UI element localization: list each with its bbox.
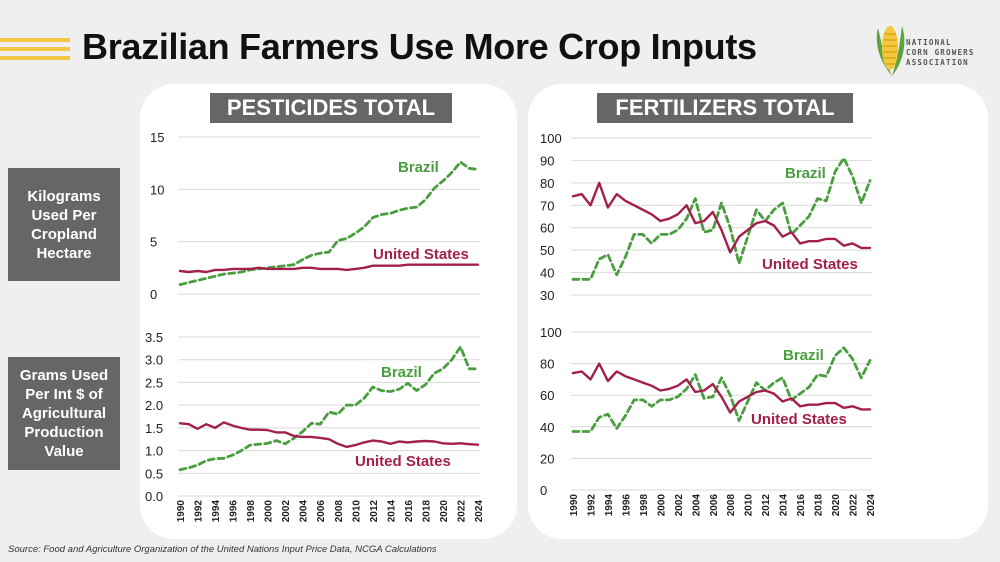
- accent-stripe: [0, 38, 70, 42]
- pest_val-ytick-label: 0.5: [145, 466, 163, 481]
- fert_val-ytick-label: 40: [540, 420, 554, 435]
- pest_val-ytick-label: 1.5: [145, 421, 163, 436]
- fert_val-xtick-label: 1996: [621, 494, 632, 517]
- fertilizers-panel: [528, 84, 988, 539]
- pesticides-panel-title: PESTICIDES TOTAL: [210, 93, 452, 123]
- logo-text: NATIONAL CORN GROWERS ASSOCIATION: [906, 38, 975, 67]
- fert_ha-ytick-label: 60: [540, 221, 554, 236]
- fert_val-xtick-label: 2012: [761, 494, 772, 517]
- pest_val-xtick-label: 2006: [316, 500, 327, 523]
- fert_val-series-label: Brazil: [783, 347, 824, 364]
- pest_val-series-brazil: [178, 345, 480, 472]
- pest_ha-series-brazil: [178, 160, 480, 286]
- pest_val-ytick-label: 0.0: [145, 489, 163, 504]
- fert_val-series-united-states: [571, 362, 872, 414]
- fert_val-xtick-label: 1992: [586, 494, 597, 517]
- pest_val-ytick-label: 1.0: [145, 444, 163, 459]
- fert_val-xtick-label: 2002: [674, 494, 685, 517]
- fert_ha-ytick-label: 80: [540, 176, 554, 191]
- pest_val-ytick-label: 2.0: [145, 398, 163, 413]
- row-label-top: Kilograms Used Per Cropland Hectare: [8, 168, 120, 281]
- fert_val-xtick-label: 2014: [779, 494, 790, 517]
- fert_val-xtick-label: 2006: [709, 494, 720, 517]
- fert_val-xtick-label: 2010: [744, 494, 755, 517]
- pest_val-xtick-label: 2018: [421, 500, 432, 523]
- fert_val-xtick-label: 2024: [866, 494, 877, 517]
- pest_ha-ytick-label: 0: [150, 287, 157, 302]
- pest_ha-ytick-label: 10: [150, 182, 164, 197]
- fert_val-series-brazil: [571, 346, 872, 433]
- pest_val-series-label: United States: [355, 453, 451, 470]
- fert_ha-ytick-label: 100: [540, 131, 562, 146]
- fert_val-xtick-label: 1990: [569, 494, 580, 517]
- pest_val-xtick-label: 2012: [369, 500, 380, 523]
- pest_ha-ytick-label: 5: [150, 235, 157, 250]
- pest_ha-series-label: United States: [373, 246, 469, 263]
- fert_ha-series-label: Brazil: [785, 165, 826, 182]
- page-title: Brazilian Farmers Use More Crop Inputs: [82, 26, 757, 67]
- fert_ha-series-united-states: [571, 181, 872, 254]
- fert_val-xtick-label: 1998: [639, 494, 650, 517]
- fert_val-xtick-label: 2008: [726, 494, 737, 517]
- fert_val-xtick-label: 1994: [604, 494, 615, 517]
- fert_ha-ytick-label: 50: [540, 243, 554, 258]
- pest_val-ytick-label: 3.5: [145, 330, 163, 345]
- pest_val-xtick-label: 1996: [229, 500, 240, 523]
- fert_val-xtick-label: 2004: [691, 494, 702, 517]
- accent-stripe: [0, 47, 70, 51]
- row-label-bottom: Grams Used Per Int $ of Agricultural Pro…: [8, 357, 120, 470]
- fert_ha-series-brazil: [571, 156, 872, 281]
- pest_val-xtick-label: 2024: [474, 500, 485, 523]
- pest_ha-series-label: Brazil: [398, 159, 439, 176]
- pest_val-ytick-label: 2.5: [145, 375, 163, 390]
- pest_val-xtick-label: 1998: [246, 500, 257, 523]
- fert_val-xtick-label: 2016: [796, 494, 807, 517]
- source-note: Source: Food and Agriculture Organizatio…: [8, 544, 437, 555]
- pest_val-xtick-label: 2002: [281, 500, 292, 523]
- pest_val-xtick-label: 1990: [176, 500, 187, 523]
- fert_val-xtick-label: 2020: [831, 494, 842, 517]
- fert_ha-ytick-label: 40: [540, 266, 554, 281]
- pest_ha-ytick-label: 15: [150, 130, 164, 145]
- pest_val-xtick-label: 2004: [299, 500, 310, 523]
- fertilizers-panel-title: FERTILIZERS TOTAL: [597, 93, 853, 123]
- fert_val-ytick-label: 100: [540, 325, 562, 340]
- fert_ha-ytick-label: 90: [540, 153, 554, 168]
- fert_val-ytick-label: 20: [540, 451, 554, 466]
- pest_val-xtick-label: 2020: [439, 500, 450, 523]
- pest_val-series-united-states: [178, 421, 480, 449]
- pest_val-xtick-label: 2014: [386, 500, 397, 523]
- fert_val-ytick-label: 80: [540, 357, 554, 372]
- pest_val-xtick-label: 2008: [334, 500, 345, 523]
- pest_val-xtick-label: 2016: [404, 500, 415, 523]
- fert_ha-ytick-label: 30: [540, 288, 554, 303]
- corn-logo-icon: [876, 26, 905, 76]
- fert_val-xtick-label: 2022: [849, 494, 860, 517]
- fert_val-xtick-label: 2018: [814, 494, 825, 517]
- pest_val-ytick-label: 3.0: [145, 353, 163, 368]
- pest_val-series-label: Brazil: [381, 364, 422, 381]
- pest_val-xtick-label: 1992: [194, 500, 205, 523]
- pest_val-xtick-label: 2000: [264, 500, 275, 523]
- pest_val-xtick-label: 1994: [211, 500, 222, 523]
- fert_val-series-label: United States: [751, 411, 847, 428]
- pest_val-xtick-label: 2022: [456, 500, 467, 523]
- accent-stripe: [0, 56, 70, 60]
- fert_val-ytick-label: 0: [540, 483, 547, 498]
- fert_val-ytick-label: 60: [540, 388, 554, 403]
- fert_ha-series-label: United States: [762, 256, 858, 273]
- pest_ha-series-united-states: [178, 263, 480, 274]
- pest_val-xtick-label: 2010: [351, 500, 362, 523]
- fert_val-xtick-label: 2000: [656, 494, 667, 517]
- fert_ha-ytick-label: 70: [540, 198, 554, 213]
